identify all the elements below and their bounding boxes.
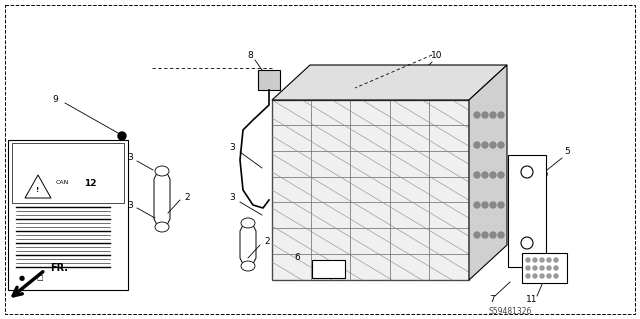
Polygon shape (240, 223, 256, 266)
Circle shape (482, 232, 488, 238)
Bar (508, 155, 546, 267)
Bar (522, 253, 567, 283)
Bar (258, 70, 280, 90)
Circle shape (547, 266, 551, 270)
Circle shape (474, 112, 480, 118)
Circle shape (498, 172, 504, 178)
Bar (312, 260, 345, 278)
Circle shape (490, 112, 496, 118)
Text: 6: 6 (294, 253, 300, 262)
Circle shape (540, 274, 544, 278)
Circle shape (539, 170, 547, 178)
Text: FR.: FR. (50, 263, 68, 273)
Circle shape (547, 274, 551, 278)
Text: 10: 10 (431, 50, 443, 60)
Circle shape (474, 232, 480, 238)
Circle shape (474, 142, 480, 148)
Circle shape (554, 258, 558, 262)
Text: 5: 5 (564, 147, 570, 157)
Circle shape (118, 132, 126, 140)
Text: 12: 12 (84, 179, 96, 188)
Circle shape (521, 166, 533, 178)
Circle shape (533, 274, 537, 278)
Text: !: ! (36, 187, 40, 193)
Circle shape (526, 274, 530, 278)
Text: S59481326: S59481326 (488, 308, 532, 316)
Circle shape (490, 202, 496, 208)
Text: 3: 3 (127, 201, 133, 210)
Polygon shape (272, 65, 507, 100)
Circle shape (533, 258, 537, 262)
Circle shape (498, 112, 504, 118)
Text: 3: 3 (127, 153, 133, 162)
Ellipse shape (241, 261, 255, 271)
Polygon shape (154, 171, 170, 227)
Circle shape (474, 172, 480, 178)
Text: □: □ (36, 275, 44, 281)
Circle shape (482, 202, 488, 208)
Circle shape (554, 274, 558, 278)
Circle shape (521, 237, 533, 249)
Circle shape (490, 232, 496, 238)
Ellipse shape (241, 218, 255, 228)
Circle shape (490, 172, 496, 178)
Circle shape (474, 202, 480, 208)
Circle shape (498, 202, 504, 208)
Circle shape (498, 142, 504, 148)
Text: 3: 3 (229, 144, 235, 152)
Text: 2: 2 (264, 238, 270, 247)
Polygon shape (25, 175, 51, 198)
Text: 9: 9 (52, 95, 58, 105)
Circle shape (490, 142, 496, 148)
Circle shape (482, 112, 488, 118)
Circle shape (540, 266, 544, 270)
Circle shape (482, 172, 488, 178)
Circle shape (526, 258, 530, 262)
Ellipse shape (155, 222, 169, 232)
Text: CAN: CAN (55, 181, 68, 186)
Text: 7: 7 (489, 295, 495, 305)
Text: ●: ● (19, 275, 25, 281)
Text: 2: 2 (184, 194, 190, 203)
Circle shape (533, 266, 537, 270)
Circle shape (498, 232, 504, 238)
Text: 8: 8 (247, 50, 253, 60)
Circle shape (526, 266, 530, 270)
Ellipse shape (155, 166, 169, 176)
Text: 3: 3 (229, 194, 235, 203)
Text: 11: 11 (526, 295, 538, 305)
Bar (12, 143, 124, 203)
Polygon shape (469, 65, 507, 280)
Circle shape (540, 258, 544, 262)
Bar (272, 100, 469, 280)
Circle shape (482, 142, 488, 148)
Bar (8, 140, 128, 290)
Circle shape (547, 258, 551, 262)
Circle shape (554, 266, 558, 270)
